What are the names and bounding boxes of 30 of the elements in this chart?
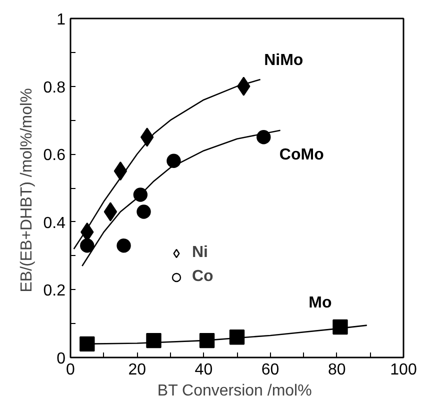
y-tick-label: 0.2 <box>43 282 66 300</box>
point <box>116 238 131 253</box>
point <box>136 204 151 219</box>
legend-label: Co <box>192 268 214 286</box>
x-tick-label: 80 <box>328 362 346 378</box>
point <box>256 130 271 144</box>
x-axis-title: BT Conversion /mol% <box>157 382 312 400</box>
legend-label: Ni <box>192 244 209 262</box>
point <box>146 332 162 348</box>
point <box>104 202 118 222</box>
x-tick-label: 20 <box>128 362 146 378</box>
series-label: NiMo <box>264 52 304 69</box>
y-tick-label: 1 <box>56 12 66 28</box>
point <box>166 154 181 168</box>
series-label: Mo <box>308 294 332 312</box>
x-tick-label: 40 <box>194 362 213 378</box>
point <box>80 238 94 253</box>
x-tick-label: 60 <box>261 362 280 378</box>
y-axis-title: EB/(EB+DHBT) /mol%/mol% <box>18 88 36 292</box>
series-label: CoMo <box>279 146 324 164</box>
point <box>332 319 348 335</box>
point <box>229 330 245 345</box>
x-tick-label: 100 <box>390 362 417 378</box>
y-tick-label: 0 <box>56 350 66 368</box>
point <box>80 336 95 352</box>
point <box>114 161 128 181</box>
y-tick-label: 0.8 <box>43 79 66 96</box>
y-tick-label: 0.4 <box>43 214 66 232</box>
y-tick-label: 0.6 <box>43 147 66 164</box>
line-series <box>82 130 281 267</box>
